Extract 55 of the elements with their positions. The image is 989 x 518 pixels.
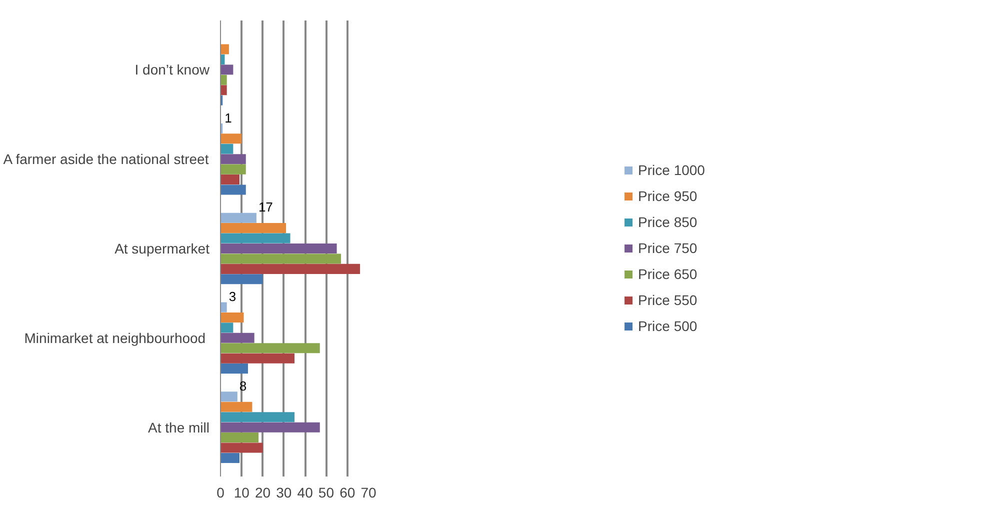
data-label: 17 — [258, 200, 273, 215]
legend-label: Price 950 — [638, 188, 698, 204]
bar — [220, 264, 360, 274]
bar — [220, 174, 240, 185]
x-tick-label: 40 — [297, 484, 314, 500]
bar — [220, 392, 238, 402]
legend-label: Price 550 — [638, 292, 698, 308]
bar — [220, 422, 320, 432]
x-tick-label: 70 — [360, 484, 376, 500]
bar — [220, 223, 286, 234]
legend-label: Price 850 — [638, 214, 698, 230]
bar — [220, 353, 294, 364]
y-tick-label: A farmer aside the national street — [3, 151, 209, 168]
legend-label: Price 750 — [638, 240, 698, 256]
bar — [220, 134, 242, 144]
bar — [220, 322, 234, 333]
bar — [220, 85, 227, 96]
legend-label: Price 650 — [638, 266, 698, 282]
bar — [220, 412, 294, 422]
bar — [220, 233, 290, 244]
y-tick-label: Minimarket at neighbourhood — [24, 330, 206, 346]
bar — [220, 274, 263, 284]
bar — [220, 442, 263, 453]
bar — [220, 164, 246, 174]
data-label: 8 — [239, 378, 247, 394]
bar — [220, 154, 246, 164]
bar — [220, 254, 342, 264]
bar — [220, 44, 229, 54]
legend-label: Price 500 — [638, 318, 698, 334]
bar — [220, 364, 248, 374]
bar — [220, 74, 227, 85]
y-tick-label: At supermarket — [114, 240, 210, 256]
bar — [220, 432, 259, 443]
data-label: 3 — [228, 289, 236, 304]
x-tick-label: 60 — [340, 484, 356, 500]
y-tick-label: I don’t know — [134, 62, 210, 78]
x-tick-label: 50 — [318, 484, 334, 500]
bar — [220, 144, 234, 154]
bar — [220, 243, 337, 254]
bar — [220, 452, 240, 463]
x-tick-label: 10 — [234, 484, 250, 500]
bar — [220, 64, 234, 75]
x-tick-label: 30 — [276, 484, 292, 500]
bar — [220, 312, 244, 322]
y-tick-label: At the mill — [148, 419, 210, 436]
bar — [220, 402, 252, 412]
bar — [220, 212, 256, 223]
data-label: 1 — [224, 110, 232, 126]
bar — [220, 184, 246, 195]
x-tick-label: 0 — [216, 484, 225, 500]
bar — [220, 332, 254, 343]
legend-label: Price 1000 — [638, 162, 705, 178]
bar — [220, 343, 320, 354]
x-tick-label: 20 — [255, 484, 271, 500]
bar — [220, 302, 227, 312]
